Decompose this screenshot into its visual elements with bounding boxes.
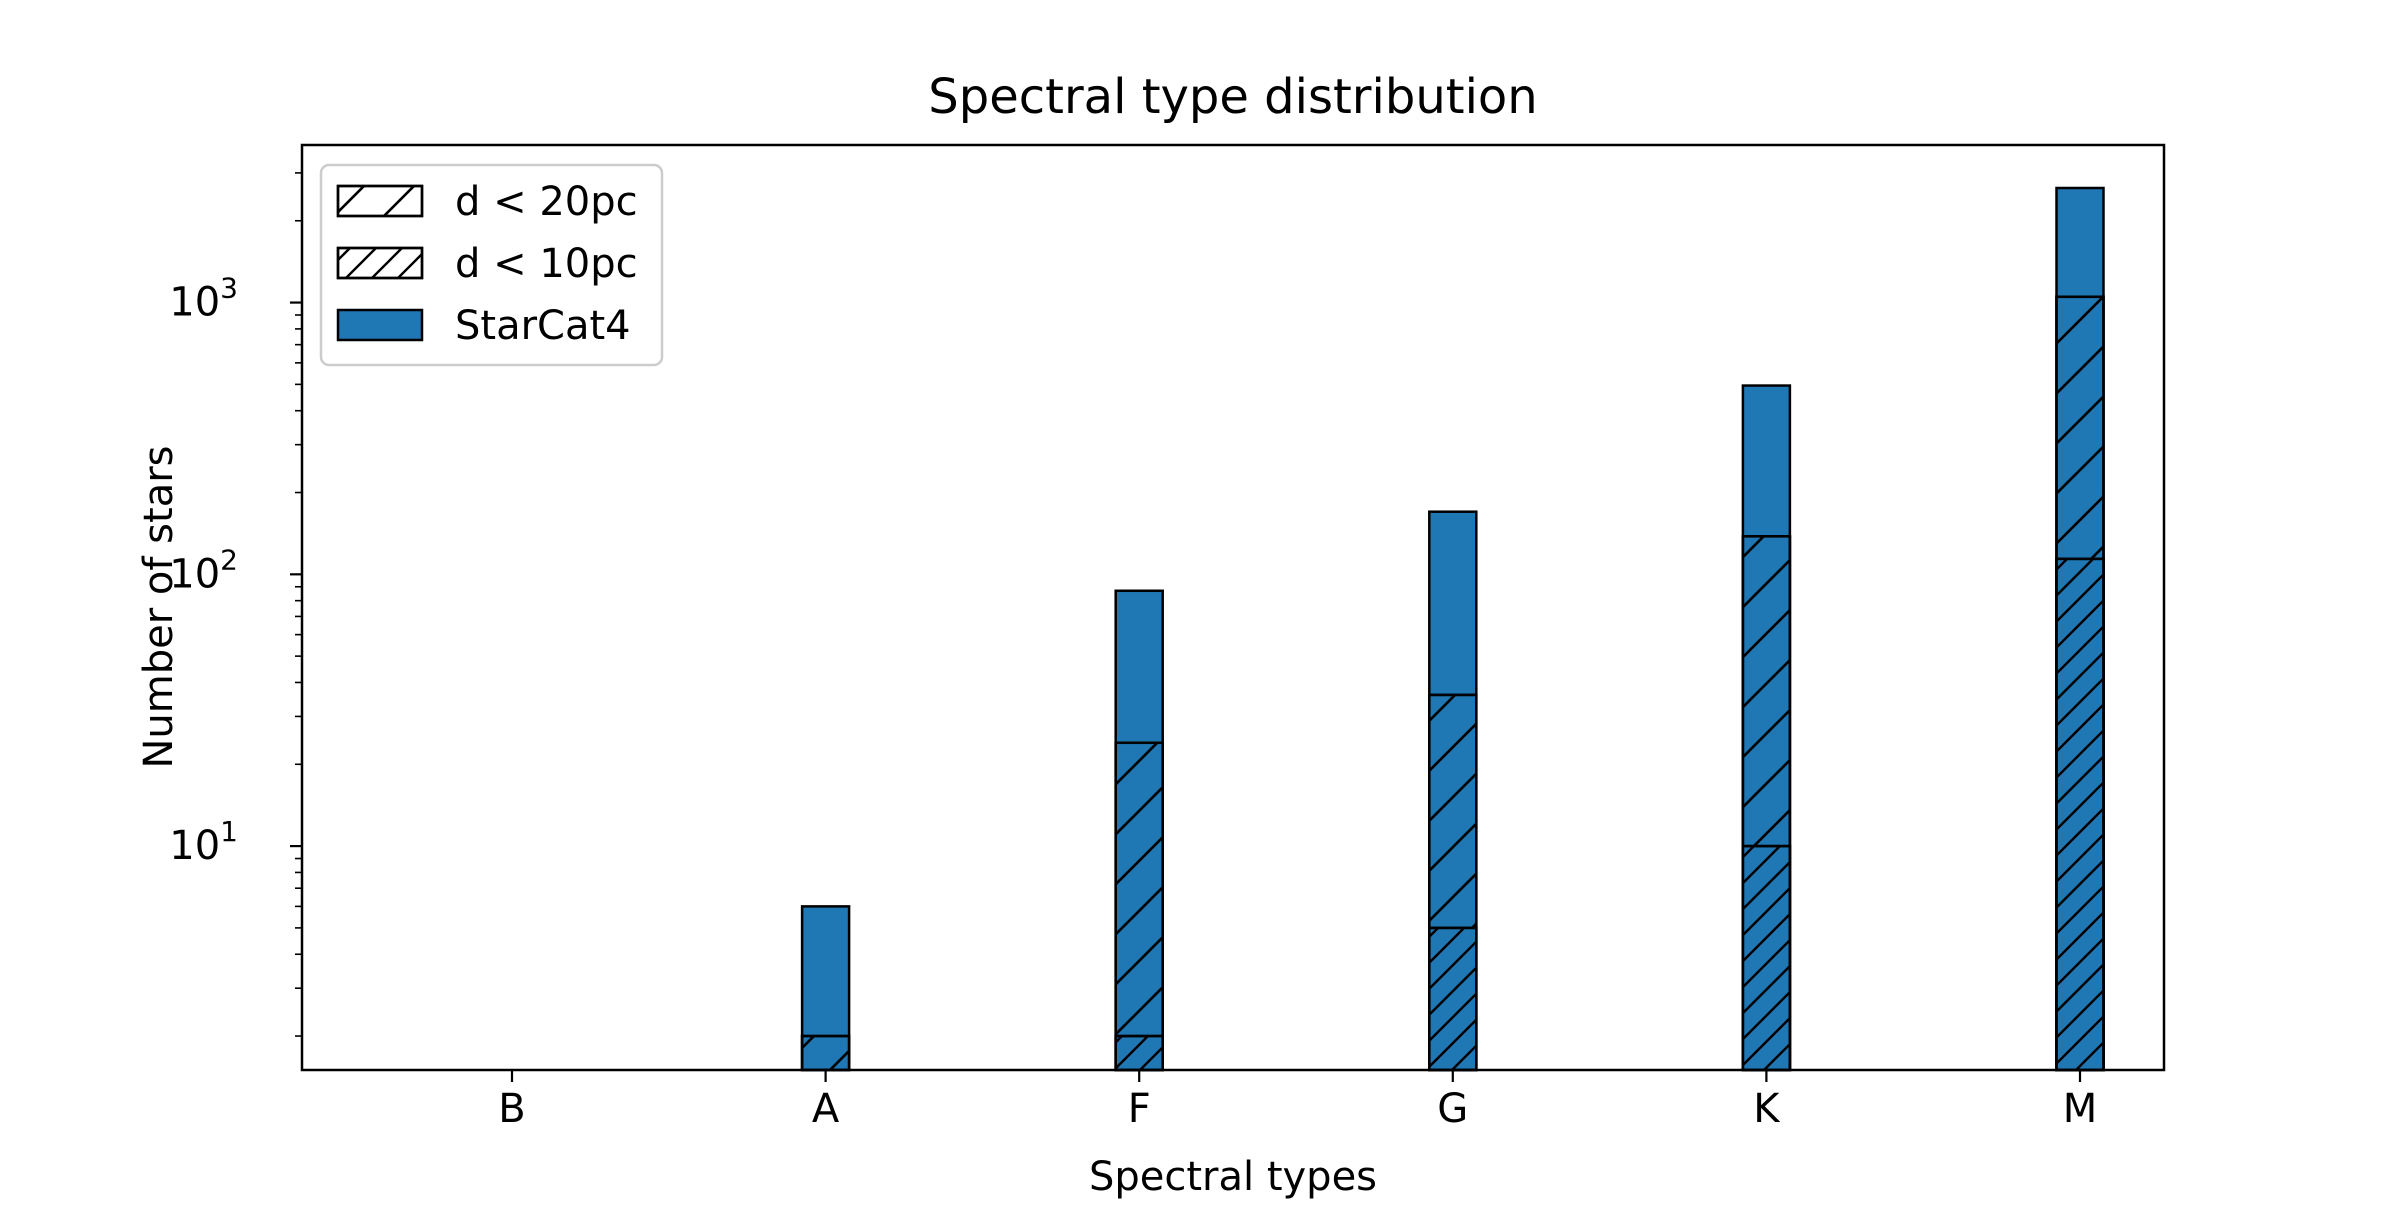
legend-swatch-d10-hatch	[336, 246, 424, 280]
legend-label-starcat4: StarCat4	[455, 303, 631, 349]
legend-swatch-starcat4	[336, 308, 424, 342]
x-tick-label: M	[2063, 1086, 2098, 1132]
bar-hatch-d-10pc-M	[2055, 557, 2105, 1072]
bars-layer	[800, 186, 2105, 1072]
legend-label-d10: d < 10pc	[455, 241, 638, 287]
bar-hatch-d-10pc-F	[1114, 1034, 1164, 1072]
x-tick-label: F	[1128, 1086, 1151, 1132]
bar-hatch-d-20pc-F	[1114, 741, 1164, 1072]
y-axis: 101 102 103	[169, 172, 302, 1037]
bar-hatch-d-10pc-K	[1741, 844, 1792, 1072]
x-tick-label: B	[498, 1086, 525, 1132]
legend-label-d20: d < 20pc	[455, 179, 638, 225]
legend-swatch-d20-hatch	[336, 184, 424, 218]
y-tick-label: 102	[169, 543, 238, 597]
x-tick-label: A	[812, 1086, 840, 1132]
y-axis-label: Number of stars	[136, 446, 182, 769]
x-tick-label: K	[1753, 1086, 1781, 1132]
x-axis-label: Spectral types	[1089, 1154, 1377, 1200]
chart-title: Spectral type distribution	[928, 69, 1537, 125]
x-tick-label: G	[1437, 1086, 1468, 1132]
bar-hatch-d-10pc-G	[1428, 926, 1478, 1072]
bar-hatch-d-20pc-A	[800, 1034, 851, 1072]
y-tick-label: 103	[169, 272, 238, 326]
y-tick-label: 101	[169, 815, 238, 869]
plot-frame	[300, 143, 2166, 1072]
legend: d < 20pc d < 10pc StarCat4	[319, 163, 664, 367]
